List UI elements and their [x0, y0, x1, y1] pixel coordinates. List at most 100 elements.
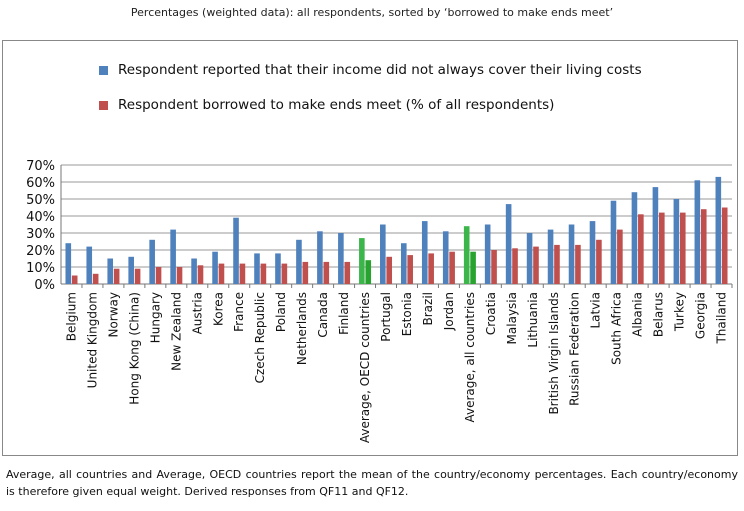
bar-income: [359, 238, 365, 284]
bar-borrowed: [554, 244, 560, 284]
x-tick-label: Lithuania: [526, 292, 540, 348]
x-tick-label: Average, OECD countries: [358, 292, 372, 443]
x-tick-label: Latvia: [589, 292, 603, 329]
bar-income: [652, 187, 659, 284]
x-tick-label: Poland: [274, 292, 288, 332]
x-tick-label: Hungary: [148, 292, 162, 343]
legend-item-borrowed: Respondent borrowed to make ends meet (%…: [99, 97, 554, 113]
bar-income: [296, 239, 302, 284]
x-tick-label: Albania: [631, 292, 645, 337]
bar-income: [275, 253, 281, 284]
y-tick-label: 30%: [26, 227, 55, 242]
bar-income: [338, 233, 344, 284]
bar-borrowed: [365, 260, 372, 284]
bar-income: [317, 231, 323, 284]
bar-borrowed: [155, 267, 162, 284]
x-tick-label: Turkey: [673, 292, 687, 332]
x-tick-label: Russian Federation: [568, 292, 582, 406]
bar-borrowed: [617, 229, 623, 284]
bar-borrowed: [575, 244, 581, 284]
y-tick-label: 40%: [26, 210, 55, 225]
bar-borrowed: [428, 253, 434, 284]
bar-borrowed: [596, 239, 602, 284]
bar-borrowed: [260, 263, 267, 284]
x-tick-label: Finland: [337, 292, 351, 335]
y-tick-label: 0%: [34, 278, 55, 293]
bar-income: [400, 243, 407, 284]
bar-income: [170, 229, 176, 284]
bar-income: [149, 239, 155, 284]
bar-borrowed: [449, 251, 455, 284]
bar-income: [589, 221, 596, 284]
legend-label-income: Respondent reported that their income di…: [118, 62, 642, 78]
bar-income: [86, 246, 93, 284]
bar-income: [107, 258, 114, 284]
bar-borrowed: [323, 261, 330, 284]
x-tick-label: United Kingdom: [85, 292, 99, 388]
y-tick-label: 10%: [26, 261, 55, 276]
bar-borrowed: [512, 248, 518, 284]
chart-title: Percentages (weighted data): all respond…: [130, 6, 614, 19]
bar-income: [673, 199, 680, 284]
bar-income: [463, 226, 470, 284]
x-tick-label: France: [232, 292, 246, 332]
bar-income: [526, 233, 533, 284]
x-tick-label: Belgium: [64, 292, 78, 341]
bar-borrowed: [386, 256, 393, 284]
bar-borrowed: [134, 268, 141, 284]
legend-swatch-income: [99, 65, 108, 75]
bar-income: [128, 256, 134, 284]
bar-income: [233, 217, 239, 284]
bar-income: [254, 253, 260, 284]
x-tick-label: Austria: [190, 292, 204, 334]
x-tick-label: Brazil: [421, 292, 435, 326]
x-tick-label: Jordan: [442, 292, 456, 331]
legend-item-income: Respondent reported that their income di…: [99, 62, 642, 78]
bar-income: [568, 224, 575, 284]
x-tick-label: Korea: [211, 292, 225, 326]
footnote: Average, all countries and Average, OECD…: [6, 468, 738, 498]
bar-income: [212, 251, 218, 284]
x-tick-label: Canada: [316, 292, 330, 338]
x-tick-label: New Zealand: [169, 292, 183, 371]
bar-borrowed: [721, 207, 728, 284]
bar-borrowed: [407, 255, 413, 284]
bar-income: [65, 243, 72, 284]
bar-income: [505, 204, 512, 284]
x-tick-label: Estonia: [400, 292, 414, 336]
bar-borrowed: [679, 212, 686, 284]
bar-borrowed: [533, 246, 539, 284]
y-tick-label: 50%: [26, 193, 55, 208]
bar-borrowed: [218, 263, 225, 284]
bar-borrowed: [197, 265, 204, 284]
bar-income: [442, 231, 449, 284]
bar-income: [715, 176, 722, 284]
x-tick-label: Georgia: [694, 292, 708, 339]
bar-borrowed: [92, 273, 99, 284]
x-tick-label: South Africa: [610, 292, 624, 365]
x-tick-label: Hong Kong (China): [127, 292, 141, 405]
bar-borrowed: [281, 263, 288, 284]
bar-borrowed: [239, 263, 246, 284]
bar-income: [191, 258, 197, 284]
bar-income: [610, 200, 617, 284]
bar-borrowed: [659, 212, 665, 284]
y-tick-label: 20%: [26, 244, 55, 259]
bar-income: [421, 221, 428, 284]
bar-borrowed: [344, 261, 351, 284]
x-tick-label: Malaysia: [505, 292, 519, 344]
bar-borrowed: [491, 250, 497, 284]
x-tick-label: Average, all countries: [463, 292, 477, 423]
x-tick-label: Thailand: [715, 292, 729, 345]
y-tick-label: 70%: [26, 159, 55, 174]
bar-borrowed: [113, 268, 120, 284]
x-tick-label: Portugal: [379, 292, 393, 342]
x-tick-label: Netherlands: [295, 292, 309, 365]
bar-borrowed: [638, 214, 644, 284]
bar-borrowed: [700, 209, 707, 284]
bar-borrowed: [71, 275, 78, 284]
x-tick-label: Czech Republic: [253, 292, 267, 383]
bar-borrowed: [302, 261, 309, 284]
bar-borrowed: [176, 267, 183, 284]
bar-income: [380, 224, 386, 284]
